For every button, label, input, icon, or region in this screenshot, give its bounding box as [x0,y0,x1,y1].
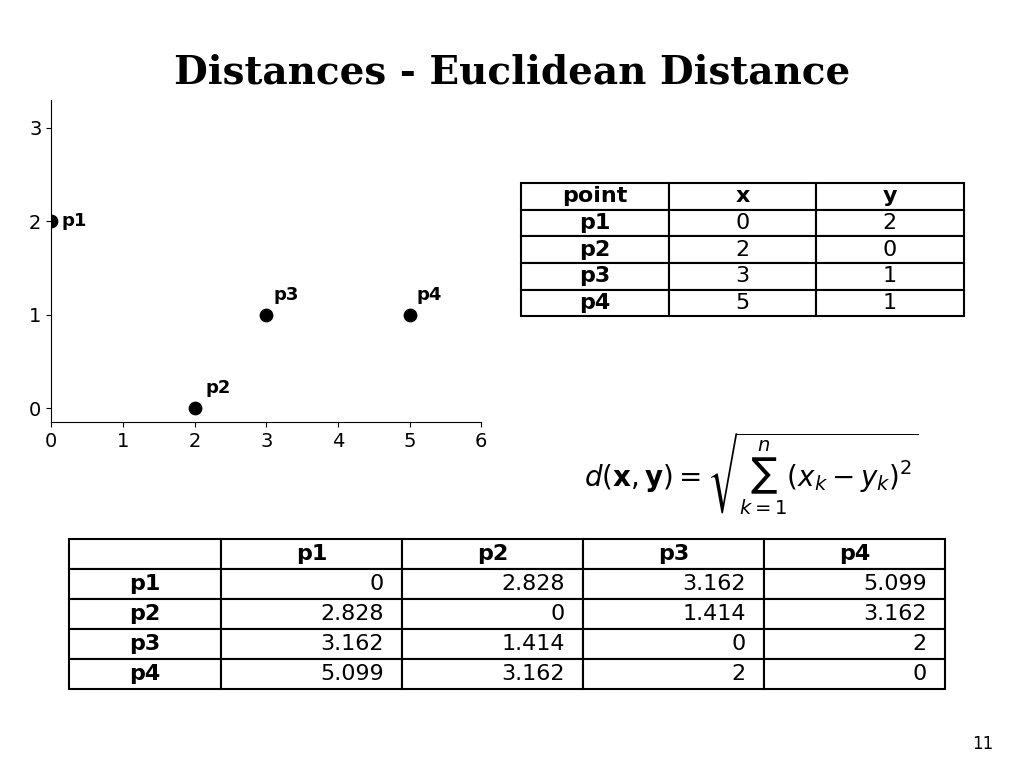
Text: p3: p3 [273,286,299,303]
Text: Distances - Euclidean Distance: Distances - Euclidean Distance [174,54,850,91]
Text: 11: 11 [972,735,993,753]
Point [258,309,274,321]
Text: $d(\mathbf{x}, \mathbf{y}) = \sqrt{\sum_{k=1}^{n}(x_k - y_k)^2}$: $d(\mathbf{x}, \mathbf{y}) = \sqrt{\sum_… [584,430,919,517]
Point [43,215,59,227]
Text: p4: p4 [417,286,442,303]
Point [186,402,203,415]
Text: p1: p1 [61,213,87,230]
Text: p2: p2 [205,379,230,397]
Point [401,309,418,321]
